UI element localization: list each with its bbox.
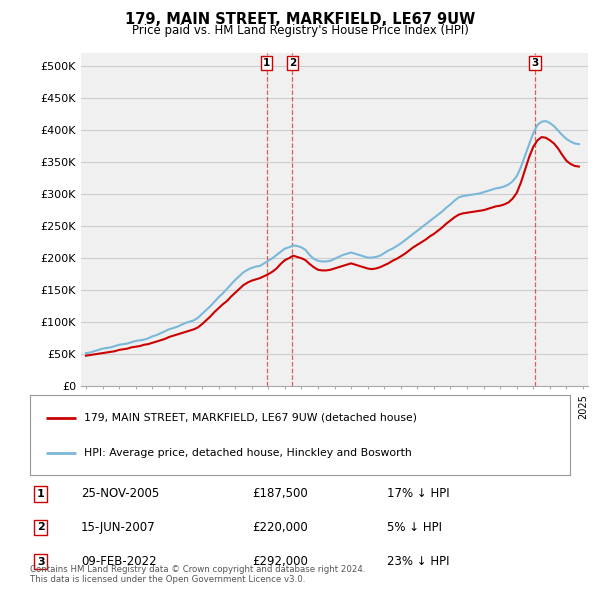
Text: 5% ↓ HPI: 5% ↓ HPI (387, 521, 442, 534)
Text: 15-JUN-2007: 15-JUN-2007 (81, 521, 155, 534)
Text: 09-FEB-2022: 09-FEB-2022 (81, 555, 157, 568)
Text: 3: 3 (532, 58, 539, 68)
Text: £292,000: £292,000 (252, 555, 308, 568)
Text: Price paid vs. HM Land Registry's House Price Index (HPI): Price paid vs. HM Land Registry's House … (131, 24, 469, 37)
Text: 23% ↓ HPI: 23% ↓ HPI (387, 555, 449, 568)
Text: 1: 1 (37, 489, 44, 499)
Text: 2: 2 (289, 58, 296, 68)
Text: Contains HM Land Registry data © Crown copyright and database right 2024.
This d: Contains HM Land Registry data © Crown c… (30, 565, 365, 584)
Text: 179, MAIN STREET, MARKFIELD, LE67 9UW (detached house): 179, MAIN STREET, MARKFIELD, LE67 9UW (d… (84, 412, 417, 422)
Text: HPI: Average price, detached house, Hinckley and Bosworth: HPI: Average price, detached house, Hinc… (84, 448, 412, 458)
Text: 1: 1 (263, 58, 270, 68)
Text: 17% ↓ HPI: 17% ↓ HPI (387, 487, 449, 500)
Text: 25-NOV-2005: 25-NOV-2005 (81, 487, 159, 500)
Text: 179, MAIN STREET, MARKFIELD, LE67 9UW: 179, MAIN STREET, MARKFIELD, LE67 9UW (125, 12, 475, 27)
Text: £187,500: £187,500 (252, 487, 308, 500)
Text: 3: 3 (37, 557, 44, 566)
Text: £220,000: £220,000 (252, 521, 308, 534)
Text: 2: 2 (37, 523, 44, 532)
